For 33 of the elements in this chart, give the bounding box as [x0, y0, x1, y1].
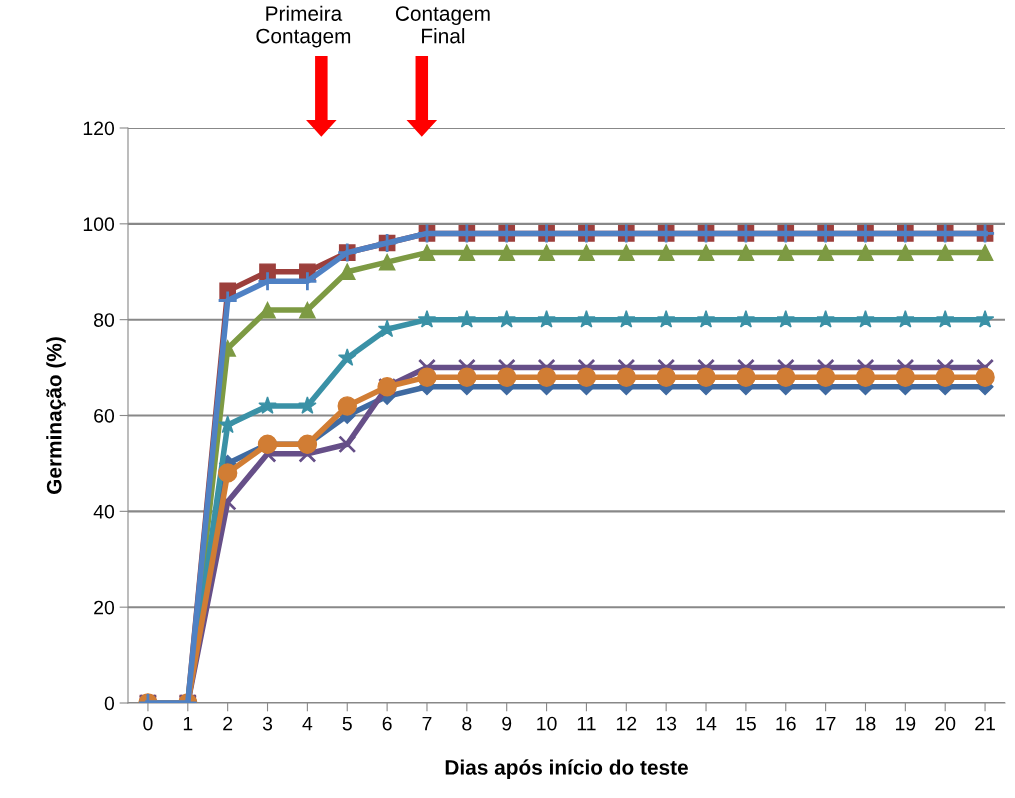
x-tick-label: 8: [462, 716, 472, 731]
y-tick-label: 120: [83, 121, 115, 136]
x-tick-label: 3: [262, 716, 273, 731]
x-tick-label: 18: [856, 716, 876, 731]
x-tick-label: 1: [183, 716, 193, 731]
x-tick-label: 12: [616, 716, 637, 731]
x-tick-label: 15: [736, 716, 756, 731]
x-tick-label: 0: [143, 716, 153, 731]
x-tick-label: 16: [776, 716, 796, 731]
y-tick-label: 0: [104, 696, 115, 711]
y-tick-label: 80: [94, 313, 115, 327]
y-axis-title: Germinação (%): [46, 337, 66, 494]
text: Primeira Contagem: [256, 5, 351, 48]
x-tick-label: 21: [975, 716, 995, 731]
x-tick-label: 2: [223, 716, 233, 731]
x-tick-label: 7: [422, 716, 432, 731]
x-tick-label: 13: [656, 716, 677, 731]
y-tick-label: 60: [94, 408, 115, 423]
x-tick-label: 20: [935, 716, 956, 731]
x-tick-label: 9: [502, 716, 512, 731]
x-tick-label: 17: [816, 716, 836, 731]
text: Contagem Final: [395, 6, 490, 44]
y-tick-label: 20: [94, 600, 115, 615]
y-tick-label: 40: [93, 504, 115, 519]
x-tick-label: 10: [537, 716, 557, 731]
x-tick-label: 4: [302, 716, 313, 731]
x-tick-label: 6: [382, 716, 392, 731]
x-tick-label: 19: [896, 716, 916, 731]
x-tick-label: 11: [577, 716, 596, 731]
x-tick-label: 14: [696, 716, 717, 731]
y-tick-label: 100: [83, 217, 115, 232]
x-tick-label: 5: [342, 716, 352, 731]
x-axis-title: Dias após início do teste: [445, 759, 688, 779]
